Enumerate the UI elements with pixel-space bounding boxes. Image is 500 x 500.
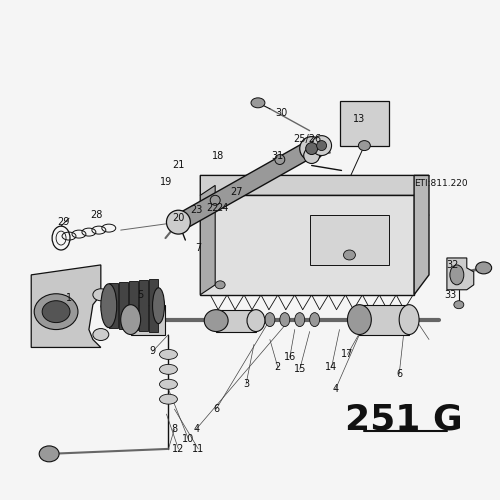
Bar [216, 310, 256, 332]
Bar [138, 280, 147, 331]
Bar [340, 101, 389, 146]
Text: 17: 17 [342, 350, 353, 360]
Text: 9: 9 [150, 346, 156, 356]
Ellipse shape [210, 196, 220, 205]
Ellipse shape [275, 154, 285, 164]
Ellipse shape [316, 140, 326, 150]
Polygon shape [200, 186, 215, 294]
Ellipse shape [280, 312, 290, 326]
Text: 29: 29 [57, 217, 69, 227]
Ellipse shape [93, 289, 109, 300]
Ellipse shape [215, 281, 225, 289]
Text: ETI:811.220: ETI:811.220 [414, 179, 468, 188]
Bar [148, 280, 158, 332]
Text: 16: 16 [284, 352, 296, 362]
Text: 31: 31 [272, 150, 284, 160]
Text: 3: 3 [243, 379, 249, 389]
Ellipse shape [204, 310, 228, 332]
Ellipse shape [101, 284, 116, 328]
Text: 18: 18 [212, 150, 224, 160]
Ellipse shape [93, 328, 109, 340]
Ellipse shape [39, 446, 59, 462]
Ellipse shape [344, 250, 355, 260]
Ellipse shape [300, 136, 324, 160]
Polygon shape [31, 265, 101, 347]
Text: 251 G: 251 G [346, 402, 463, 436]
Text: 1: 1 [66, 292, 72, 302]
Ellipse shape [160, 364, 178, 374]
Ellipse shape [152, 288, 164, 324]
Text: 24: 24 [216, 203, 228, 213]
Text: 19: 19 [160, 178, 172, 188]
Text: 14: 14 [326, 362, 338, 372]
Bar [128, 282, 138, 330]
Ellipse shape [399, 304, 419, 334]
Text: 6: 6 [213, 404, 220, 414]
Text: 33: 33 [445, 290, 457, 300]
Text: 22: 22 [206, 203, 218, 213]
Ellipse shape [160, 350, 178, 360]
Polygon shape [447, 258, 474, 290]
Ellipse shape [454, 300, 464, 308]
Ellipse shape [312, 136, 332, 156]
Ellipse shape [247, 310, 265, 332]
Text: 20: 20 [172, 213, 184, 223]
Text: 4: 4 [193, 424, 200, 434]
Text: 10: 10 [182, 434, 194, 444]
Text: 7: 7 [195, 243, 202, 253]
Ellipse shape [295, 312, 304, 326]
Text: 25/26: 25/26 [294, 134, 322, 143]
Ellipse shape [160, 394, 178, 404]
Ellipse shape [166, 210, 190, 234]
Bar [109, 284, 118, 328]
Ellipse shape [34, 294, 78, 330]
Text: 30: 30 [276, 108, 288, 118]
Ellipse shape [304, 148, 320, 164]
Text: 32: 32 [446, 260, 459, 270]
Text: 13: 13 [354, 114, 366, 124]
Ellipse shape [476, 262, 492, 274]
Ellipse shape [265, 312, 275, 326]
Bar [130, 304, 166, 334]
Text: 8: 8 [172, 424, 177, 434]
Bar [360, 304, 409, 334]
Text: 12: 12 [172, 444, 184, 454]
Polygon shape [200, 176, 429, 196]
Text: 2: 2 [274, 362, 281, 372]
Ellipse shape [358, 140, 370, 150]
Text: 28: 28 [90, 210, 103, 220]
Bar [310, 215, 389, 265]
Text: 27: 27 [230, 188, 242, 198]
Ellipse shape [42, 300, 70, 322]
Text: 21: 21 [172, 160, 184, 170]
Ellipse shape [310, 312, 320, 326]
Text: 4: 4 [332, 384, 338, 394]
Ellipse shape [251, 98, 265, 108]
Ellipse shape [348, 304, 372, 334]
Polygon shape [176, 140, 316, 230]
Polygon shape [414, 176, 429, 294]
Ellipse shape [160, 380, 178, 389]
Text: 6: 6 [396, 370, 402, 380]
Ellipse shape [120, 304, 141, 334]
Polygon shape [200, 196, 414, 294]
Text: 23: 23 [190, 205, 202, 215]
Ellipse shape [450, 265, 464, 285]
Ellipse shape [306, 142, 318, 154]
Bar [118, 282, 128, 329]
Text: 5: 5 [138, 290, 143, 300]
Text: 11: 11 [192, 444, 204, 454]
Text: 15: 15 [294, 364, 306, 374]
